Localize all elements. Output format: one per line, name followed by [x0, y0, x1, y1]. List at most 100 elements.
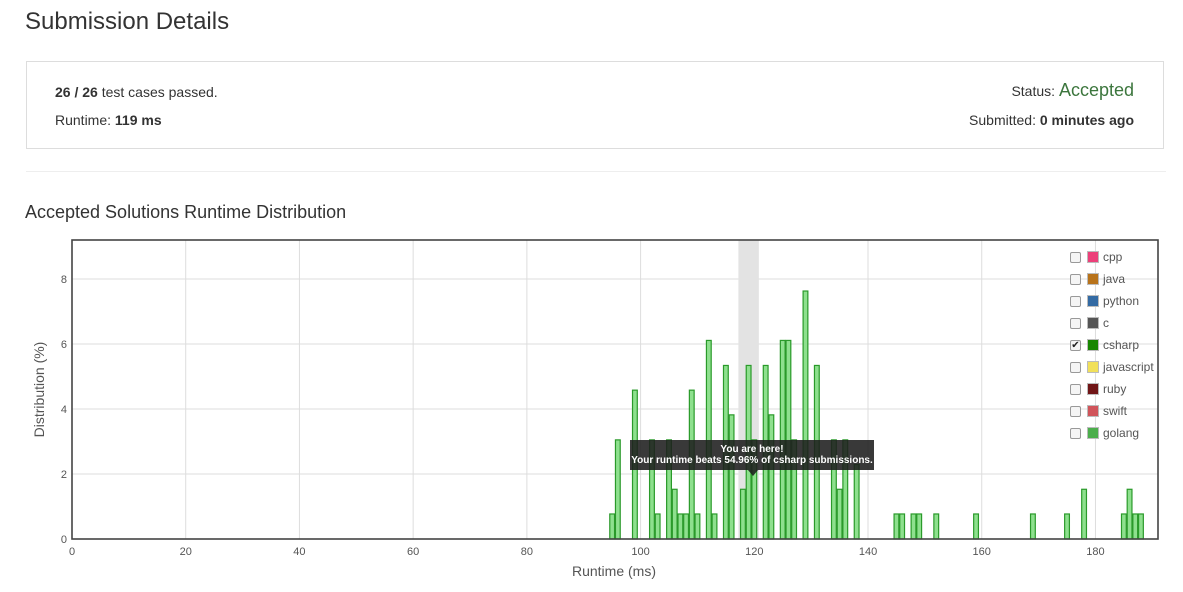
bar-x-96: [614, 439, 621, 540]
bar-x-187: [1132, 513, 1139, 540]
tooltip-heading: You are here!: [720, 444, 784, 455]
legend-swatch-javascript: [1087, 361, 1099, 373]
x-tick-label: 160: [973, 546, 991, 558]
bar-x-152: [933, 513, 940, 540]
tooltip-arrow: [748, 470, 758, 476]
x-axis-title: Runtime (ms): [572, 563, 656, 579]
runtime-label: Runtime:: [55, 112, 112, 128]
tooltip-body: Your runtime beats 54.96% of csharp subm…: [631, 455, 873, 466]
bar-x-149: [916, 513, 923, 540]
bar-x-106: [671, 488, 678, 540]
bar-x-159: [973, 513, 980, 540]
bar-x-178: [1081, 488, 1088, 540]
chart-legend: cpp java python c ✔ csharp javascript ruby swift…: [1070, 246, 1154, 444]
bar-x-145: [893, 513, 900, 540]
submission-summary-panel: 26 / 26 test cases passed. Runtime: 119 …: [26, 61, 1164, 149]
bar-x-116: [728, 414, 735, 540]
passed-text: test cases passed.: [101, 84, 218, 100]
section-divider: [26, 171, 1166, 172]
legend-checkbox-javascript[interactable]: [1070, 361, 1081, 373]
runtime-distribution-chart: 0 20 40 60 80 100 120 140 160 180 0 2 4 6 8 Runtime (ms…: [31, 239, 1159, 579]
legend-checkbox-python[interactable]: [1070, 295, 1081, 307]
y-tick-label: 2: [61, 469, 67, 481]
status-label: Status:: [1011, 83, 1056, 99]
bar-x-103: [654, 513, 661, 540]
legend-label-golang: golang: [1103, 426, 1140, 440]
x-tick-label: 100: [631, 546, 649, 558]
legend-checkbox-cpp[interactable]: [1070, 251, 1081, 263]
legend-checkbox-swift[interactable]: [1070, 405, 1081, 417]
status-summary: Status: Accepted: [1011, 80, 1134, 101]
legend-swatch-java: [1087, 273, 1099, 285]
section-title: Accepted Solutions Runtime Distribution: [25, 202, 347, 222]
bar-x-107: [677, 513, 684, 540]
legend-item-cpp[interactable]: cpp: [1070, 246, 1154, 268]
runtime-tooltip: You are here! Your runtime beats 54.96% …: [630, 440, 874, 476]
legend-swatch-golang: [1087, 427, 1099, 439]
bar-x-138: [853, 463, 860, 540]
legend-item-swift[interactable]: swift: [1070, 400, 1154, 422]
x-tick-label: 80: [521, 546, 533, 558]
legend-label-java: java: [1103, 272, 1126, 286]
x-tick-label: 140: [859, 546, 877, 558]
bar-x-169: [1029, 513, 1036, 540]
page-title: Submission Details: [25, 8, 230, 35]
bar-x-110: [694, 513, 701, 540]
legend-checkbox-csharp[interactable]: ✔: [1070, 339, 1081, 351]
y-axis-title: Distribution (%): [31, 342, 47, 438]
legend-swatch-cpp: [1087, 251, 1099, 263]
legend-item-python[interactable]: python: [1070, 290, 1154, 312]
legend-checkbox-golang[interactable]: [1070, 427, 1081, 439]
legend-label-javascript: javascript: [1103, 360, 1154, 374]
bar-x-113: [711, 513, 718, 540]
count-separator: /: [74, 84, 79, 100]
plot-border: [71, 239, 1159, 540]
bar-x-135: [836, 488, 843, 540]
legend-item-csharp[interactable]: ✔ csharp: [1070, 334, 1154, 356]
legend-swatch-swift: [1087, 405, 1099, 417]
submitted-label: Submitted:: [969, 112, 1036, 128]
bar-x-118: [739, 488, 746, 540]
bar-x-185: [1120, 513, 1127, 540]
status-value[interactable]: Accepted: [1058, 80, 1134, 100]
submitted-value: 0 minutes ago: [1039, 112, 1134, 128]
bar-x-188: [1137, 513, 1144, 540]
bar-x-108: [683, 513, 690, 540]
legend-checkbox-c[interactable]: [1070, 317, 1081, 329]
bar-x-95: [609, 513, 616, 540]
x-tick-label: 40: [293, 546, 305, 558]
legend-checkbox-java[interactable]: [1070, 273, 1081, 285]
legend-item-javascript[interactable]: javascript: [1070, 356, 1154, 378]
legend-label-swift: swift: [1103, 404, 1127, 418]
legend-swatch-python: [1087, 295, 1099, 307]
legend-swatch-csharp: [1087, 339, 1099, 351]
legend-label-ruby: ruby: [1103, 382, 1127, 396]
legend-checkbox-ruby[interactable]: [1070, 383, 1081, 395]
y-tick-label: 4: [61, 404, 67, 416]
y-tick-label: 8: [61, 274, 67, 286]
test-cases-summary: 26 / 26 test cases passed.: [55, 84, 218, 100]
legend-swatch-ruby: [1087, 383, 1099, 395]
legend-item-ruby[interactable]: ruby: [1070, 378, 1154, 400]
y-tick-label: 0: [61, 534, 67, 546]
legend-item-c[interactable]: c: [1070, 312, 1154, 334]
submitted-summary: Submitted: 0 minutes ago: [969, 112, 1134, 128]
bar-x-186: [1126, 488, 1133, 540]
bar-x-146: [899, 513, 906, 540]
x-tick-label: 180: [1086, 546, 1104, 558]
legend-item-golang[interactable]: golang: [1070, 422, 1154, 444]
legend-item-java[interactable]: java: [1070, 268, 1154, 290]
y-tick-label: 6: [61, 339, 67, 351]
legend-label-csharp: csharp: [1103, 338, 1140, 352]
bar-x-148: [910, 513, 917, 540]
runtime-value: 119 ms: [114, 112, 162, 128]
bar-x-129: [802, 290, 809, 540]
legend-swatch-c: [1087, 317, 1099, 329]
legend-label-cpp: cpp: [1103, 250, 1123, 264]
legend-label-python: python: [1103, 294, 1140, 308]
runtime-summary: Runtime: 119 ms: [55, 112, 162, 128]
bar-x-123: [768, 414, 775, 540]
x-tick-label: 0: [69, 546, 75, 558]
total-count: 26: [82, 84, 98, 100]
x-tick-label: 60: [407, 546, 419, 558]
